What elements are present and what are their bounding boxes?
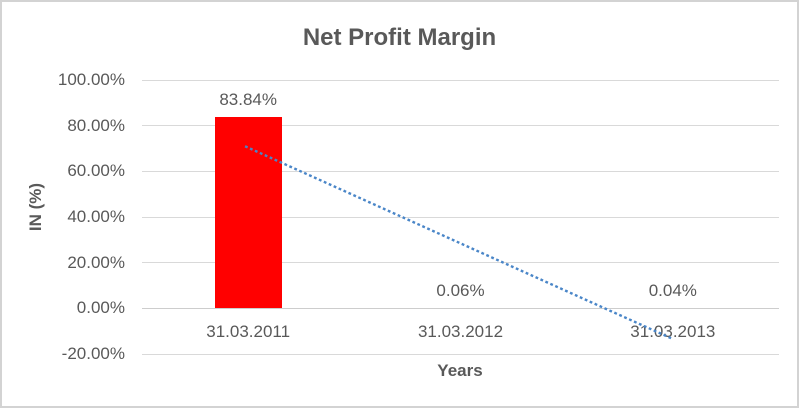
- trendline[interactable]: [244, 145, 673, 340]
- y-tick-label: 80.00%: [67, 115, 125, 135]
- y-tick-label: 20.00%: [67, 252, 125, 272]
- x-axis-title: Years: [437, 361, 483, 380]
- y-tick-label: 100.00%: [57, 70, 125, 89]
- bar-data-label: 83.84%: [219, 89, 277, 109]
- y-tick-label: 40.00%: [67, 207, 125, 226]
- x-category-label: 31.03.2013: [630, 322, 716, 341]
- gridline: [142, 79, 779, 81]
- chart-title: Net Profit Margin: [302, 24, 497, 51]
- y-tick-label: 60.00%: [67, 161, 125, 181]
- bar-data-label: 0.04%: [648, 281, 697, 301]
- y-tick-label: -20.00%: [61, 344, 125, 363]
- bar-data-label: 0.06%: [436, 281, 485, 301]
- bar-31.03.2011[interactable]: [214, 116, 282, 309]
- gridline: [142, 353, 779, 355]
- x-axis-line: [142, 308, 779, 310]
- y-tick-label: 0.00%: [76, 298, 125, 318]
- x-category-label: 31.03.2012: [417, 322, 504, 341]
- x-category-label: 31.03.2011: [206, 322, 291, 341]
